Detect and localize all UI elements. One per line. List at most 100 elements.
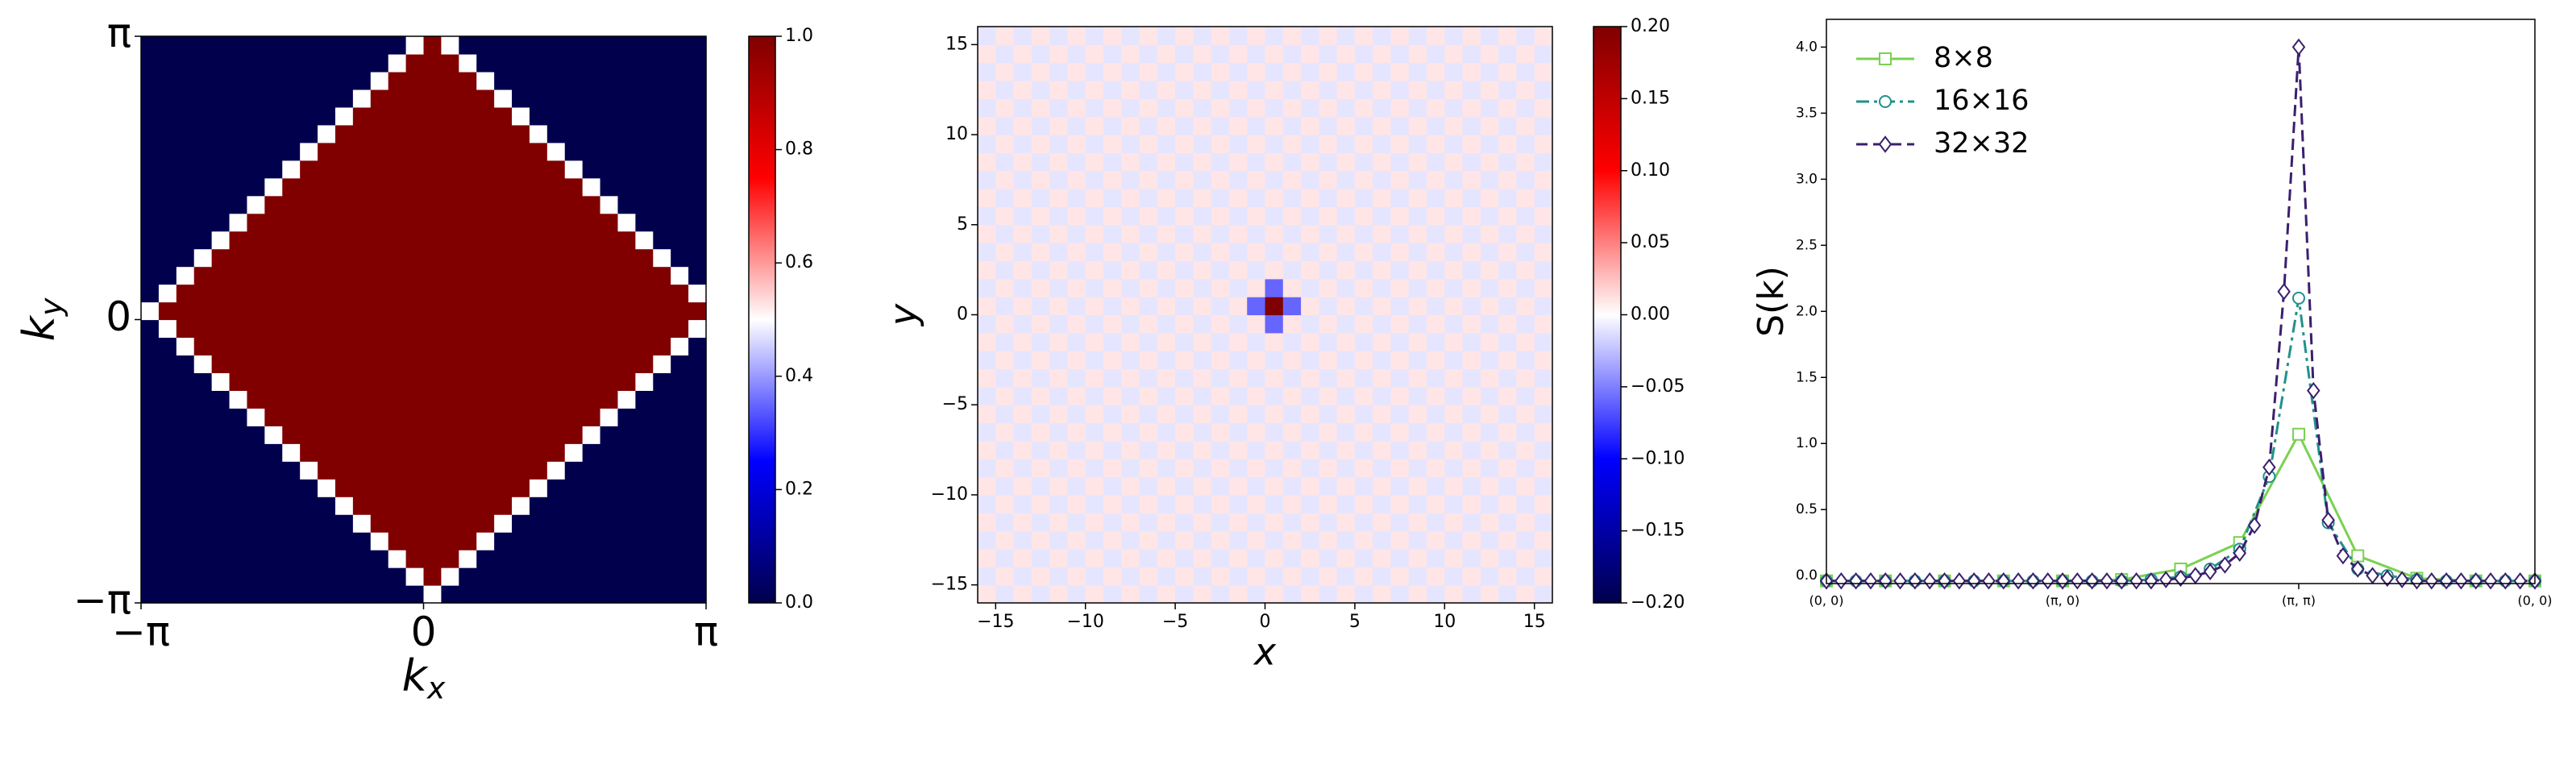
heatmap-cell [978,476,996,496]
heatmap-cell [1265,548,1284,567]
heatmap-cell [193,142,213,161]
heatmap-cell [1462,189,1481,208]
heatmap-cell [512,177,530,197]
heatmap-cell [1247,135,1266,154]
heatmap-cell [1103,459,1122,478]
heatmap-cell [318,248,336,268]
heatmap-cell [564,71,584,90]
heatmap-cell [334,408,354,426]
heatmap-cell [1103,530,1122,550]
heatmap-cell [1013,62,1032,81]
heatmap-cell [158,372,177,391]
heatmap-cell [1157,368,1176,388]
heatmap-cell [564,567,584,586]
heatmap-cell [405,550,425,568]
heatmap-cell [1373,476,1392,496]
heatmap-cell [653,479,671,497]
heatmap-cell [1462,368,1481,388]
heatmap-cell [176,213,195,232]
heatmap-cell [141,567,160,586]
heatmap-cell [600,567,619,586]
heatmap-cell [1373,494,1392,513]
heatmap-cell [229,284,248,303]
heatmap-cell [1247,386,1266,405]
heatmap-cell [1498,422,1518,442]
heatmap-cell [1462,260,1481,280]
heatmap-cell [229,195,248,214]
heatmap-cell [1427,459,1445,478]
heatmap-cell [564,53,584,73]
heatmap-cell [512,567,530,586]
heatmap-cell [995,459,1015,478]
heatmap-cell [512,124,530,143]
heatmap-cell [1031,494,1050,513]
heatmap-cell [1085,314,1104,334]
heatmap-cell [1013,548,1032,567]
heatmap-cell [564,301,584,321]
data-point [2291,38,2306,56]
heatmap-cell [158,408,177,426]
heatmap-cell [318,160,336,179]
heatmap-cell [1228,135,1248,154]
heatmap-cell [1139,297,1158,316]
heatmap-cell [352,479,372,497]
heatmap-cell [1085,260,1104,280]
x-tick-label: 5 [1349,612,1361,632]
heatmap-cell [1193,513,1212,532]
heatmap-cell [995,405,1015,424]
heatmap-cell [1444,459,1464,478]
heatmap-cell [423,106,442,126]
heatmap-cell [441,497,459,515]
heatmap-cell [441,124,459,143]
heatmap-cell [476,266,495,285]
heatmap-cell [388,337,407,356]
heatmap-cell [1301,243,1319,262]
heatmap-cell [1121,260,1141,280]
heatmap-cell [582,301,601,321]
heatmap-cell [300,106,318,126]
heatmap-cell [494,142,513,161]
heatmap-cell [334,372,354,391]
heatmap-cell [370,514,389,533]
heatmap-cell [1373,440,1392,459]
heatmap-cell [600,301,619,321]
heatmap-cell [1282,332,1302,351]
heatmap-cell [370,160,389,179]
heatmap-cell [1121,440,1141,459]
heatmap-cell [211,337,231,356]
heatmap-cell [564,408,584,426]
heatmap-cell [1444,278,1464,297]
heatmap-cell [1516,332,1535,351]
heatmap-cell [334,142,354,161]
heatmap-cell [1427,405,1445,424]
heatmap-cell [1139,27,1158,45]
heatmap-cell [1336,27,1356,45]
heatmap-cell [264,124,283,143]
heatmap-cell [1498,62,1518,81]
heatmap-cell [1534,530,1553,550]
heatmap-cell [1157,332,1176,351]
heatmap-cell [1049,332,1069,351]
heatmap-cell [247,177,265,197]
heatmap-cell [1247,314,1266,334]
heatmap-cell [264,319,283,339]
heatmap-cell [352,585,372,604]
heatmap-cell [1301,440,1319,459]
heatmap-cell [1085,332,1104,351]
heatmap-cell [1157,62,1176,81]
heatmap-cell [1265,44,1284,64]
heatmap-cell [176,461,195,480]
heatmap-cell [1121,170,1141,189]
heatmap-cell [1336,170,1356,189]
heatmap-cell [193,213,213,232]
heatmap-cell [1462,494,1481,513]
heatmap-cell [441,106,459,126]
heatmap-cell [653,142,671,161]
heatmap-cell [176,284,195,303]
heatmap-cell [1354,494,1373,513]
heatmap-cell [1462,116,1481,135]
heatmap-cell [158,142,177,161]
heatmap-cell [282,71,301,90]
heatmap-cell [1336,44,1356,64]
heatmap-cell [1247,44,1266,64]
